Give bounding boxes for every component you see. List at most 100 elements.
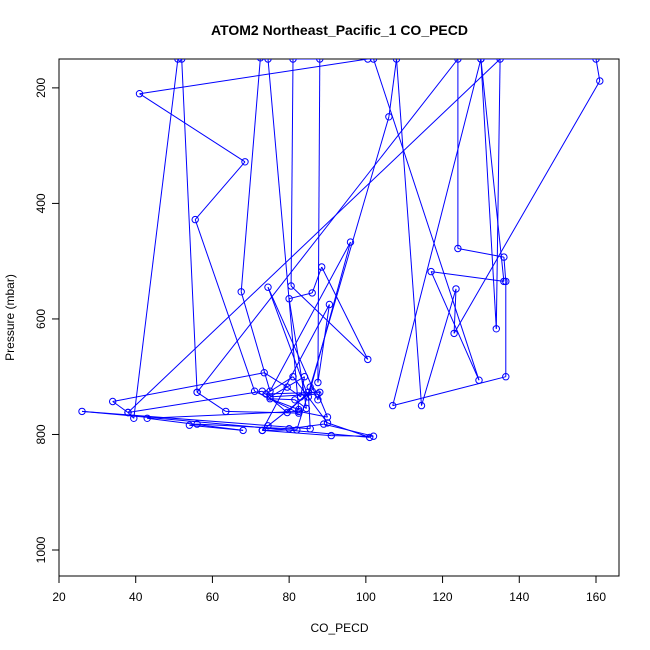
data-point (109, 397, 117, 406)
y-tick-label: 200 (34, 78, 48, 98)
data-point (295, 405, 303, 414)
series-line-segment (453, 80, 601, 334)
data-point (264, 283, 272, 291)
data-point (289, 59, 297, 63)
data-point (264, 422, 272, 430)
x-tick-label: 40 (129, 590, 143, 604)
series-line-segment (392, 376, 506, 407)
data-point (302, 404, 311, 413)
data-point (193, 420, 201, 428)
series-line-segment (81, 410, 311, 430)
series-line-segment (298, 410, 328, 418)
data-point (392, 59, 401, 63)
data-point (318, 263, 326, 271)
data-point (283, 408, 291, 417)
series-line-segment (261, 304, 330, 431)
data-point (325, 300, 334, 309)
plot-frame (58, 58, 620, 577)
series-line-segment (127, 59, 501, 413)
data-point (366, 433, 374, 442)
series-line-segment (267, 59, 300, 410)
series-line-segment (480, 59, 497, 329)
series-line-segment (286, 386, 301, 398)
data-point (291, 396, 299, 404)
data-point (477, 59, 485, 63)
series-line-segment (311, 266, 323, 294)
x-tick-label: 120 (433, 590, 453, 604)
x-tick-label: 80 (282, 590, 296, 604)
x-tick-label: 20 (52, 590, 66, 604)
data-point (174, 59, 182, 63)
data-point (289, 373, 297, 381)
data-point (266, 395, 274, 403)
series-line-segment (139, 93, 246, 163)
series-line-segment (595, 59, 601, 82)
x-tick-label: 140 (509, 590, 529, 604)
series-line-segment (503, 257, 507, 282)
data-point (316, 59, 324, 63)
data-point (304, 393, 312, 401)
data-point (502, 373, 510, 381)
series-line-segment (453, 288, 457, 334)
series-line-segment (457, 248, 504, 258)
series-line-segment (112, 372, 265, 402)
data-point (256, 59, 264, 62)
data-point (306, 425, 314, 433)
y-axis-label: Pressure (mbar) (3, 274, 17, 361)
data-point (389, 401, 397, 410)
data-point (496, 59, 504, 63)
data-point (364, 59, 372, 63)
data-point (250, 387, 259, 395)
data-point (316, 388, 324, 396)
chart-title: ATOM2 Northeast_Pacific_1 CO_PECD (211, 22, 468, 38)
data-point (304, 388, 312, 396)
data-point (239, 426, 247, 435)
series-line-segment (396, 59, 422, 406)
data-point (475, 376, 483, 384)
series-line-segment (194, 219, 256, 392)
data-point (500, 277, 508, 286)
data-point (323, 419, 332, 427)
data-point (596, 77, 604, 85)
data-point (452, 285, 460, 293)
series-line-segment (196, 391, 227, 412)
data-point (295, 409, 303, 417)
data-point (285, 425, 293, 433)
data-point (369, 59, 378, 63)
data-point (178, 59, 186, 63)
series-line-segment (309, 116, 390, 388)
data-point (502, 277, 510, 286)
series-line-segment (262, 429, 297, 431)
data-point (327, 431, 335, 440)
data-point (193, 388, 201, 396)
series-line-segment (373, 59, 480, 381)
data-point (237, 288, 245, 296)
data-point (592, 59, 600, 63)
series-line-segment (127, 390, 263, 413)
series-line-segment (194, 161, 246, 220)
data-point (417, 401, 426, 410)
data-point (130, 414, 138, 422)
series-line-segment (495, 59, 501, 329)
data-point (492, 325, 500, 333)
series-line-segment (147, 417, 244, 431)
data-point (308, 387, 316, 395)
data-point (385, 113, 393, 121)
data-point (454, 244, 462, 253)
y-tick-label: 1000 (34, 536, 48, 563)
data-point (454, 59, 462, 63)
data-point (264, 59, 272, 63)
data-point (450, 329, 458, 338)
series-line-segment (392, 59, 482, 406)
data-point (300, 373, 309, 381)
data-point (323, 413, 332, 421)
data-point (135, 90, 144, 98)
series-line-segment (127, 412, 135, 419)
x-axis: 20 40 60 80 100 120 140 160 (52, 575, 606, 604)
data-point (314, 390, 322, 398)
series-line-segment (225, 410, 299, 414)
data-point (427, 267, 435, 276)
data-point (260, 369, 268, 377)
series-line-segment (317, 304, 330, 383)
